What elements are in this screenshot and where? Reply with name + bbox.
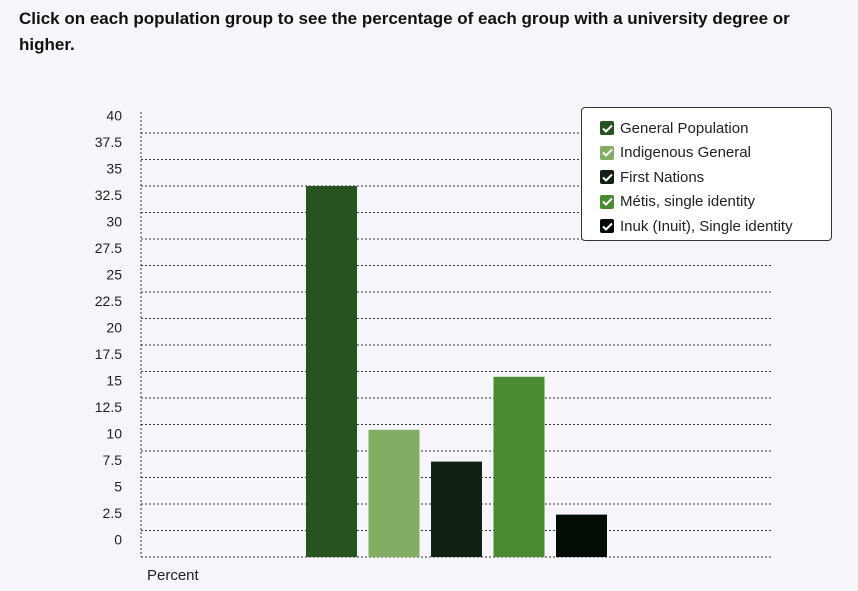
y-tick-labels: 0 2.5 5 7.5 10 12.5 15 17.5 20 22.5 25 27.5 30 32.5 35… (95, 108, 122, 548)
x-axis-label: Percent (147, 567, 200, 584)
checkbox-checked-icon[interactable] (600, 145, 614, 160)
bar-5[interactable] (556, 514, 607, 557)
chart-instruction: Click on each population group to see th… (19, 9, 790, 54)
checkbox-checked-icon[interactable] (600, 194, 614, 209)
bars (306, 186, 607, 557)
legend-label: Métis, single identity (620, 193, 756, 211)
y-tick-label: 25 (106, 267, 122, 283)
y-tick-label: 37.5 (95, 134, 122, 150)
y-tick-label: 27.5 (95, 240, 122, 256)
y-tick-label: 7.5 (103, 452, 123, 468)
y-tick-label: 0 (114, 532, 122, 548)
legend-item[interactable]: First Nations (600, 165, 831, 190)
checkbox-checked-icon[interactable] (600, 219, 614, 234)
y-tick-label: 30 (106, 214, 122, 230)
y-tick-label: 5 (114, 479, 122, 495)
y-tick-label: 17.5 (95, 346, 122, 362)
y-tick-label: 40 (106, 108, 122, 124)
bar-3[interactable] (431, 461, 482, 557)
legend-item[interactable]: Métis, single identity (600, 190, 831, 215)
y-tick-label: 10 (106, 426, 122, 442)
y-tick-label: 20 (106, 320, 122, 336)
y-tick-label: 22.5 (95, 293, 122, 309)
legend-label: Inuk (Inuit), Single identity (620, 217, 793, 235)
checkbox-checked-icon[interactable] (600, 170, 614, 185)
bar-4[interactable] (493, 376, 545, 557)
bar-1[interactable] (306, 186, 357, 557)
bar-2[interactable] (368, 429, 420, 557)
y-tick-label: 35 (106, 161, 122, 177)
legend-item[interactable]: General Population (600, 116, 831, 141)
legend-item[interactable]: Indigenous General (600, 141, 831, 166)
legend: General Population Indigenous General Firs… (581, 107, 832, 241)
legend-label: Indigenous General (620, 144, 751, 162)
checkbox-checked-icon[interactable] (600, 121, 614, 136)
y-tick-label: 15 (106, 373, 122, 389)
legend-label: General Population (620, 119, 749, 137)
legend-label: First Nations (620, 168, 705, 186)
y-tick-label: 32.5 (95, 187, 122, 203)
y-tick-label: 2.5 (103, 505, 123, 521)
legend-item[interactable]: Inuk (Inuit), Single identity (600, 214, 831, 239)
y-tick-label: 12.5 (95, 399, 122, 415)
